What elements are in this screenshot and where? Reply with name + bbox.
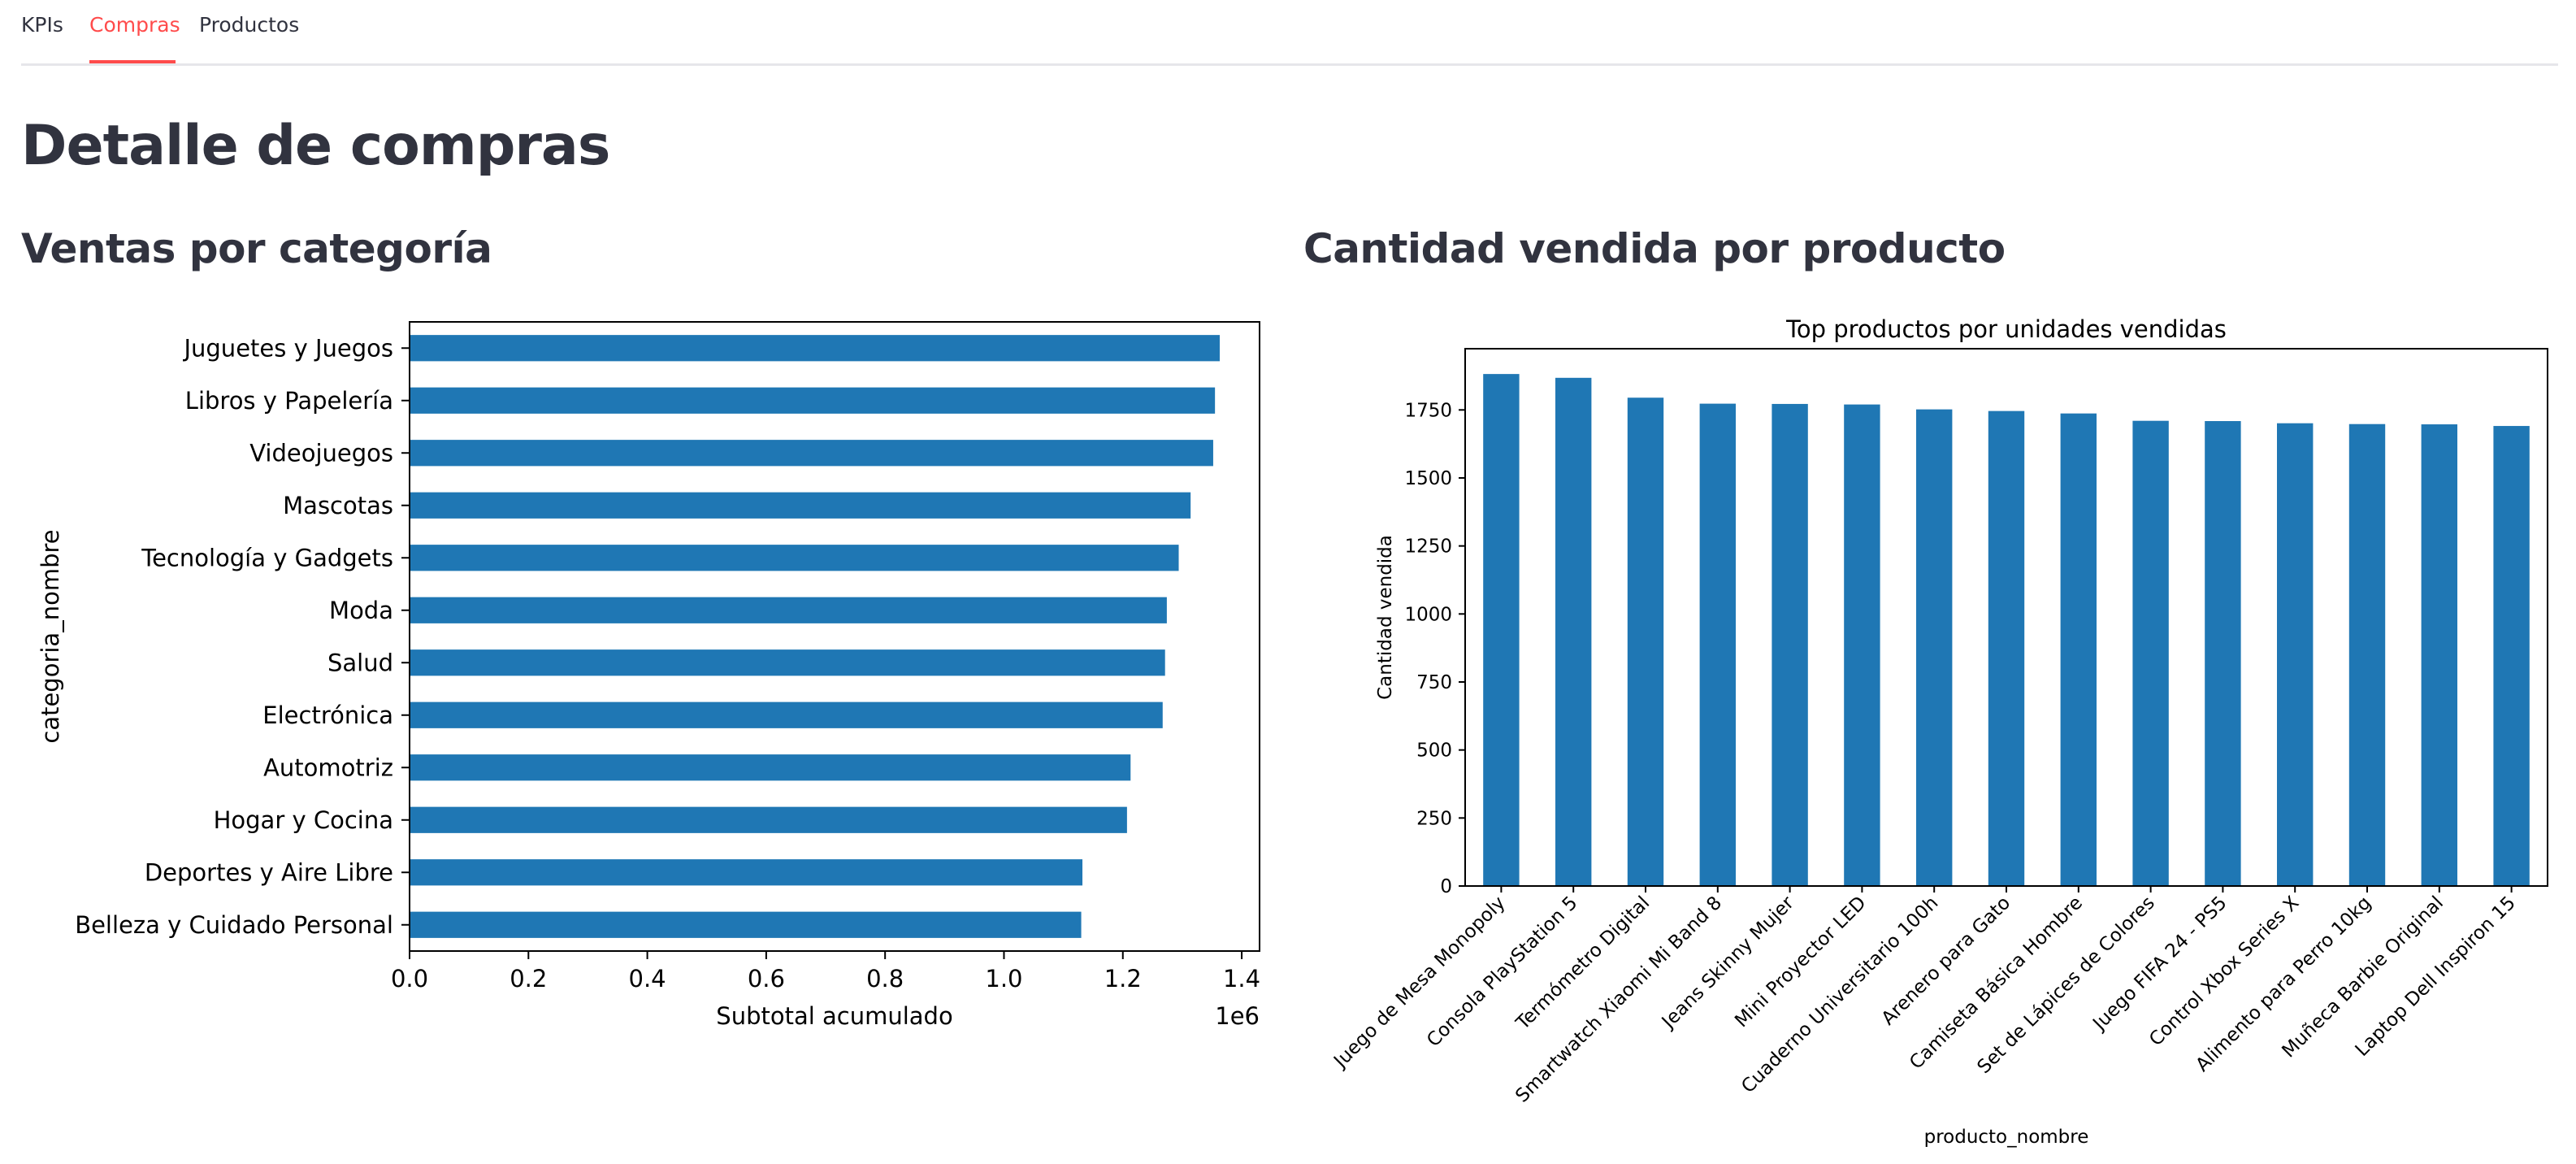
category-bar [410, 754, 1131, 781]
category-tick-label: Automotriz [263, 754, 393, 781]
category-tick-label: Salud [327, 649, 393, 676]
product-bar [2493, 426, 2530, 886]
y-tick-label: 500 [1416, 741, 1452, 762]
category-bar [410, 701, 1163, 728]
category-tick-label: Moda [329, 597, 393, 624]
tab-productos[interactable]: Productos [199, 13, 300, 37]
product-bar [1699, 403, 1736, 886]
category-tick-label: Libros y Papelería [185, 387, 393, 415]
product-bar [1627, 397, 1664, 886]
product-bar [1483, 374, 1520, 886]
sales-by-category-chart: Belleza y Cuidado Personal Deportes y Air… [37, 321, 1260, 1030]
plot-frame [409, 321, 1260, 952]
product-bar [2132, 420, 2169, 886]
category-bar [410, 335, 1220, 362]
x-tick-label: 0.4 [629, 965, 666, 992]
y-tick-label: 1750 [1404, 400, 1452, 421]
x-axis-label: Subtotal acumulado [716, 1002, 952, 1030]
product-tick-label: Control Xbox Series X [2145, 893, 2304, 1051]
section-title-products: Cantidad vendida por producto [1303, 225, 2006, 272]
category-bar [410, 911, 1082, 938]
y-tick-label: 1250 [1404, 536, 1452, 558]
category-bar [410, 387, 1216, 414]
y-tick-label: 250 [1416, 808, 1452, 829]
product-bar [2205, 421, 2241, 886]
product-tick-label: Termómetro Digital [1511, 893, 1654, 1035]
y-tick-label: 750 [1416, 672, 1452, 693]
product-bar [1555, 377, 1592, 886]
tab-bar: KPIs Compras Productos [21, 0, 2558, 66]
category-bar [410, 806, 1127, 833]
product-bar [2421, 424, 2457, 886]
category-tick-label: Electrónica [262, 701, 393, 729]
x-axis-offset-label: 1e6 [1215, 1002, 1260, 1030]
plot-frame [1464, 348, 2548, 887]
product-tick-label: Mini Proyector LED [1731, 893, 1870, 1032]
product-tick-label: Juego FIFA 24 - PS5 [2088, 893, 2231, 1036]
x-tick-label: 1.0 [985, 965, 1022, 992]
category-bar [410, 649, 1165, 676]
product-tick-label: Arenero para Gato [1878, 893, 2015, 1030]
product-bar [1988, 410, 2025, 886]
y-tick-label: 0 [1440, 876, 1452, 897]
category-bar [410, 597, 1167, 623]
x-tick-label: 0.6 [748, 965, 785, 992]
x-axis-label: producto_nombre [1924, 1127, 2089, 1148]
product-bar [2277, 423, 2314, 886]
chart-title: Top productos por unidades vendidas [1785, 315, 2227, 343]
x-tick-label: 1.4 [1223, 965, 1260, 992]
x-tick-label: 0.0 [391, 965, 428, 992]
units-by-product-chart: Top productos por unidades vendidas Juego… [1329, 315, 2548, 1148]
x-tick-label: 0.8 [866, 965, 904, 992]
tab-compras[interactable]: Compras [89, 13, 180, 37]
category-tick-label: Belleza y Cuidado Personal [75, 911, 393, 939]
y-axis-label: Cantidad vendida [1375, 535, 1396, 700]
category-tick-label: Tecnología y Gadgets [141, 544, 393, 571]
y-axis-label: categoria_nombre [37, 529, 64, 743]
product-tick-label: Jeans Skinny Mujer [1657, 892, 1798, 1033]
product-bar [1844, 404, 1880, 886]
product-bar [2060, 413, 2097, 886]
product-bar [2348, 423, 2386, 886]
category-tick-label: Juguetes y Juegos [182, 334, 393, 362]
category-tick-label: Hogar y Cocina [214, 806, 393, 834]
y-tick-label: 1500 [1404, 468, 1452, 489]
y-tick-label: 1000 [1404, 604, 1452, 625]
x-tick-label: 0.2 [510, 965, 547, 992]
active-tab-indicator [89, 60, 176, 63]
section-title-categories: Ventas por categoría [21, 225, 492, 272]
product-bar [1916, 409, 1953, 887]
x-tick-label: 1.2 [1104, 965, 1142, 992]
category-bar [410, 492, 1191, 519]
product-tick-label: Consola PlayStation 5 [1423, 893, 1581, 1051]
page-title: Detalle de compras [21, 114, 610, 178]
category-tick-label: Videojuegos [249, 439, 393, 467]
product-bar [1772, 403, 1808, 886]
category-tick-label: Deportes y Aire Libre [145, 858, 393, 886]
category-bar [410, 440, 1213, 467]
tab-kpis[interactable]: KPIs [21, 13, 63, 37]
category-bar [410, 545, 1179, 571]
category-bar [410, 859, 1083, 886]
category-tick-label: Mascotas [283, 492, 393, 519]
